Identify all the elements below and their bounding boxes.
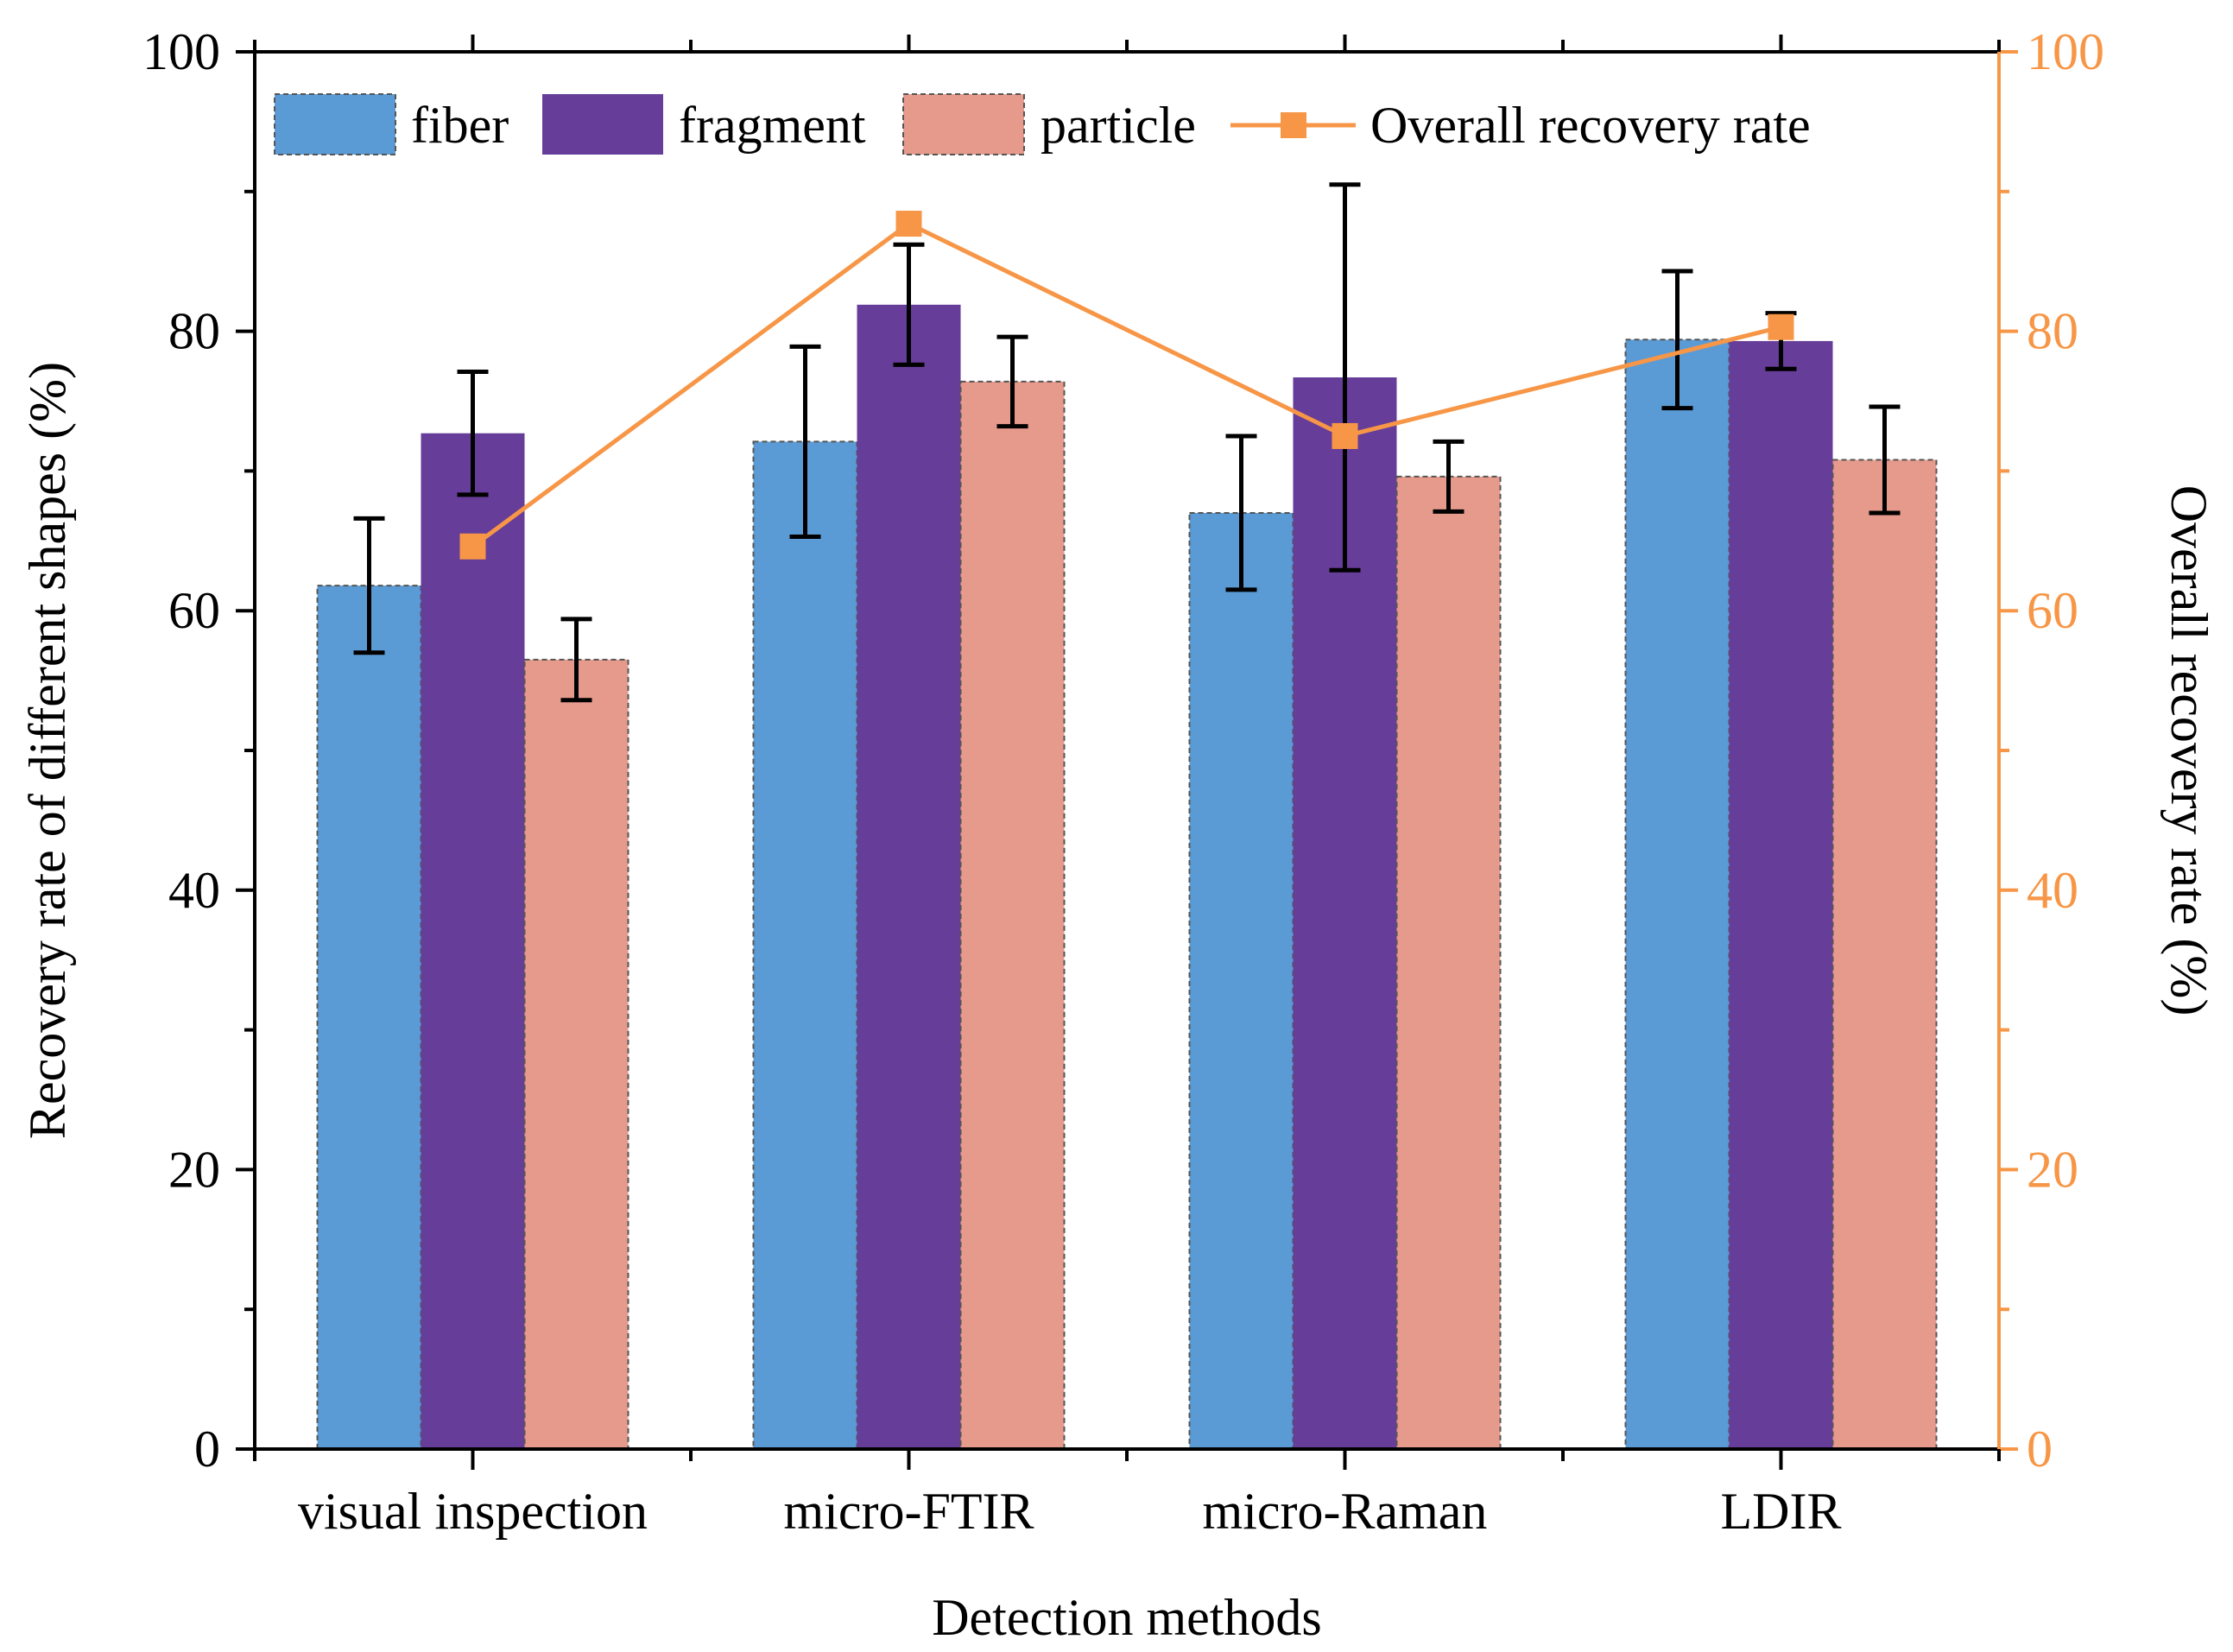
y-tick-label-left-2: 40 <box>168 862 220 919</box>
y-tick-label-right-3: 60 <box>2027 582 2078 639</box>
point-overall-1 <box>895 211 922 237</box>
legend: fiber fragment particle Overall recovery ra… <box>274 93 1811 155</box>
bar-fiber-1 <box>752 440 858 1450</box>
legend-swatch-fiber <box>274 93 396 155</box>
line-overall-recovery <box>471 221 1782 548</box>
y-tick-label-left-3: 60 <box>168 582 220 639</box>
bar-fiber-3 <box>1624 339 1730 1451</box>
x-tick-label-2: micro-Raman <box>1203 1483 1488 1540</box>
y-tick-label-left-0: 0 <box>194 1421 220 1478</box>
y-tick-label-left-1: 20 <box>168 1141 220 1198</box>
point-overall-2 <box>1332 422 1358 449</box>
y-tick-label-right-2: 40 <box>2027 862 2078 919</box>
bar-fragment-0 <box>421 433 525 1449</box>
legend-swatch-fragment <box>542 94 663 155</box>
legend-label-0: fiber <box>411 97 509 154</box>
legend-swatch-particle <box>902 93 1025 155</box>
y-tick-label-right-1: 20 <box>2027 1141 2078 1198</box>
x-tick-label-0: visual inspection <box>298 1483 648 1540</box>
point-overall-0 <box>459 533 486 560</box>
bar-particle-1 <box>959 380 1066 1450</box>
y-tick-label-left-5: 100 <box>142 23 220 80</box>
x-axis-title: Detection methods <box>932 1589 1322 1646</box>
y-tick-label-right-5: 100 <box>2027 23 2104 80</box>
axes-layer: 0 20 40 60 80 100 0 20 40 60 80 100 visual inspectio… <box>19 23 2217 1646</box>
bar-particle-0 <box>523 658 629 1450</box>
overall-line-layer <box>459 211 1794 560</box>
bar-fragment-3 <box>1729 340 1833 1449</box>
legend-swatch-marker <box>1281 112 1306 138</box>
bar-particle-2 <box>1395 475 1502 1451</box>
y-tick-label-right-4: 80 <box>2027 303 2078 360</box>
x-tick-label-3: LDIR <box>1721 1483 1842 1540</box>
bar-fiber-0 <box>316 585 422 1450</box>
point-overall-3 <box>1768 313 1794 340</box>
y-tick-label-left-4: 80 <box>168 303 220 360</box>
x-tick-label-1: micro-FTIR <box>784 1483 1034 1540</box>
bar-fragment-1 <box>857 304 961 1449</box>
bar-fiber-2 <box>1188 511 1294 1451</box>
bar-particle-3 <box>1831 459 1938 1450</box>
y-axis-title-right: Overall recovery rate (%) <box>2160 485 2217 1016</box>
legend-label-2: particle <box>1041 97 1196 154</box>
y-tick-label-right-0: 0 <box>2027 1421 2053 1478</box>
bars-layer <box>316 304 1938 1451</box>
legend-label-1: fragment <box>679 97 866 154</box>
legend-label-3: Overall recovery rate <box>1370 97 1811 154</box>
error-bars-layer <box>353 182 1901 703</box>
y-axis-title-left: Recovery rate of different shapes (%) <box>19 362 76 1139</box>
